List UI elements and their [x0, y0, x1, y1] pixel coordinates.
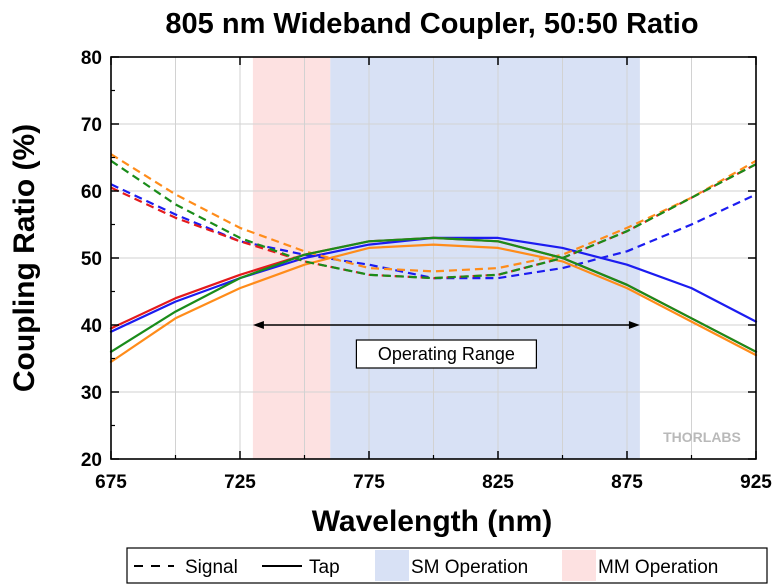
y-tick-label: 60 — [81, 182, 102, 203]
series-line-0 — [110, 183, 757, 280]
chart-title: 805 nm Wideband Coupler, 50:50 Ratio — [165, 8, 698, 40]
y-tick-label: 20 — [81, 450, 102, 471]
legend-label: SM Operation — [411, 557, 528, 578]
legend: Signal Tap SM Operation MM Operation — [126, 547, 768, 584]
range-arrow-right-head — [628, 321, 640, 329]
legend-swatch-region — [562, 550, 596, 581]
grid-lines — [111, 57, 756, 459]
range-arrow-left-head — [252, 321, 264, 329]
y-tick-label: 70 — [81, 115, 102, 136]
range-label-box — [355, 339, 537, 369]
legend-label: Signal — [185, 557, 238, 578]
y-tick-label: 30 — [81, 383, 102, 404]
x-tick-label: 925 — [740, 472, 772, 493]
series-line-5 — [109, 243, 758, 363]
x-tick-label: 875 — [611, 472, 643, 493]
x-tick-label: 825 — [482, 472, 514, 493]
legend-label: Tap — [309, 557, 340, 578]
legend-label: MM Operation — [598, 557, 718, 578]
y-tick-label: 40 — [81, 316, 102, 337]
x-tick-label: 675 — [95, 472, 127, 493]
series-line-7 — [109, 236, 758, 353]
legend-box — [126, 547, 768, 584]
range-label: Operating Range — [378, 344, 515, 364]
thorlabs-watermark: THORLABS — [663, 429, 741, 445]
data-series — [109, 153, 758, 363]
series-line-4 — [110, 153, 757, 273]
y-tick-label: 50 — [81, 249, 102, 270]
x-axis-label: Wavelength (nm) — [312, 505, 553, 538]
series-line-6 — [110, 159, 757, 280]
x-tick-label: 725 — [224, 472, 256, 493]
x-tick-label: 775 — [353, 472, 385, 493]
y-axis-label: Coupling Ratio (%) — [8, 124, 41, 392]
axis-ticks: 675 725 775 825 875 925 20 30 40 50 60 70 80 — [81, 48, 772, 493]
legend-swatch-region — [375, 550, 409, 581]
annotations: Operating Range — [252, 321, 640, 369]
y-tick-label: 80 — [81, 48, 102, 69]
